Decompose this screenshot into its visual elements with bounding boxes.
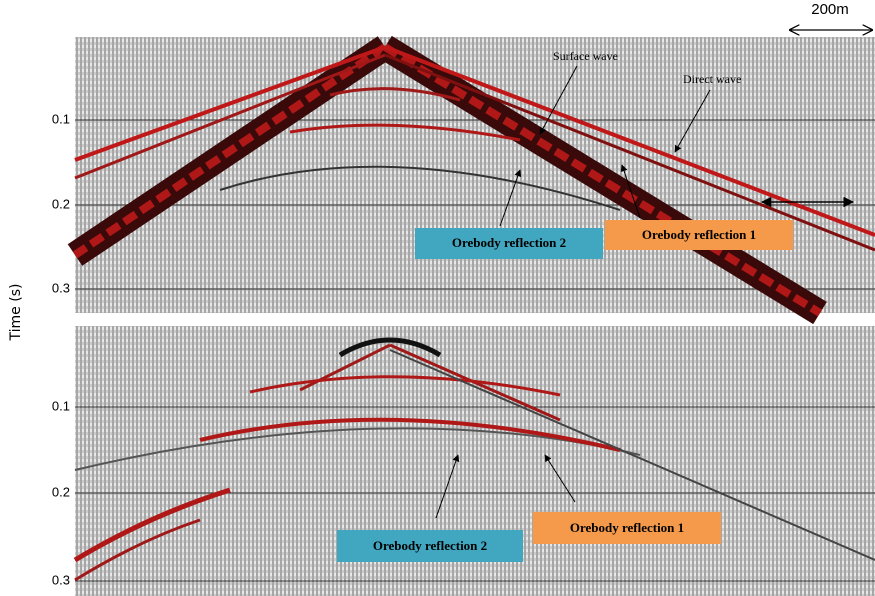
arrow <box>539 65 578 135</box>
label-box <box>533 512 721 544</box>
arrow <box>435 454 460 519</box>
scale-bar-label: 200m <box>811 1 849 18</box>
annotation: Surface wave <box>553 49 618 63</box>
label: Orebody reflection 2 <box>373 538 487 553</box>
panel-bottom: 0.1 0.2 0.3 Orebody reflection 2 Orebody… <box>52 326 875 596</box>
arrow <box>499 169 522 227</box>
panel-top: 0.1 0.2 0.3 Surface wave Direct wave Ore… <box>52 35 875 325</box>
label: Orebody reflection 2 <box>452 235 566 250</box>
grid <box>75 406 875 582</box>
arrow <box>620 164 641 219</box>
arrow <box>544 454 576 503</box>
y-tick-label: 0.2 <box>52 196 70 211</box>
y-axis-label: Time (s) <box>8 284 24 342</box>
wave-events <box>73 337 875 582</box>
grid <box>75 119 875 290</box>
label: Orebody reflection 1 <box>642 227 756 242</box>
y-ticks: 0.1 0.2 0.3 <box>52 111 70 295</box>
y-tick-label: 0.1 <box>52 398 70 413</box>
label-box <box>605 220 793 250</box>
label-box <box>415 228 603 259</box>
annotation: Direct wave <box>683 72 741 86</box>
arrow <box>674 89 711 153</box>
y-tick-label: 0.3 <box>52 280 70 295</box>
label: Orebody reflection 1 <box>570 520 684 535</box>
label-box <box>337 530 523 562</box>
y-tick-label: 0.2 <box>52 484 70 499</box>
y-tick-label: 0.1 <box>52 111 70 126</box>
y-tick-label: 0.3 <box>52 572 70 587</box>
